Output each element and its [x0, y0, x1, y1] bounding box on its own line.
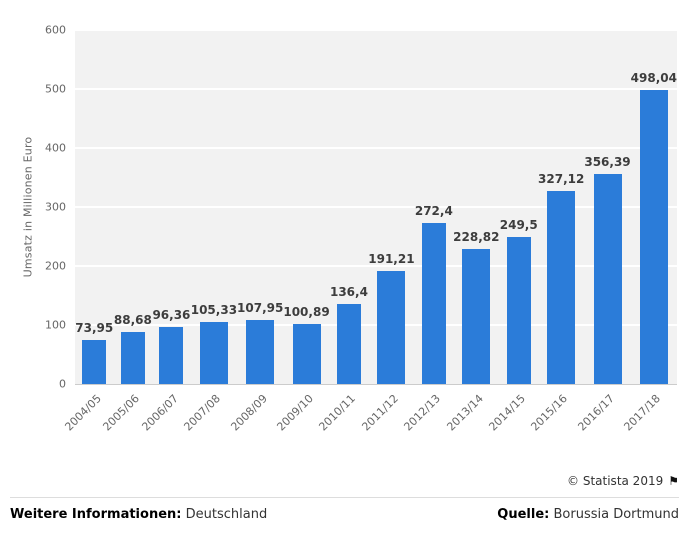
bar-group: 498,04 2017/18: [621, 30, 677, 433]
x-tick-label: 2011/12: [359, 392, 401, 434]
bar-group: 249,5 2014/15: [486, 30, 538, 434]
footer-divider: [10, 497, 679, 498]
bar[interactable]: [639, 90, 668, 384]
bar-group: 107,95 2008/09: [228, 30, 284, 433]
y-tick-label: 500: [45, 82, 66, 96]
bar-value-label: 191,21: [368, 252, 415, 267]
footer-row: Weitere Informationen: Deutschland Quell…: [10, 498, 679, 522]
bar-group: 356,39 2016/17: [575, 30, 631, 434]
bar-value-label: 498,04: [630, 71, 677, 86]
x-tick-label: 2006/07: [139, 392, 181, 434]
bar-value-label: 105,33: [190, 302, 238, 317]
bar[interactable]: [159, 327, 184, 384]
source-label: Quelle:: [497, 507, 550, 522]
more-information-label: Weitere Informationen:: [10, 507, 182, 522]
bar[interactable]: [462, 249, 491, 384]
bar[interactable]: [337, 303, 361, 384]
bar[interactable]: [292, 324, 321, 384]
chart-footer: © Statista 2019 ⚑ Weitere Informationen: …: [0, 474, 699, 522]
bar-group: 272,4 2012/13: [402, 30, 454, 433]
bar-group: 105,33 2007/08: [182, 30, 238, 434]
bar-value-label: 96,36: [152, 308, 191, 323]
bar[interactable]: [421, 223, 446, 384]
bar-group: 100,89 2009/10: [274, 30, 330, 433]
bar[interactable]: [506, 236, 531, 384]
more-information-link[interactable]: Deutschland: [185, 507, 268, 522]
x-tick-label: 2015/16: [528, 392, 571, 434]
bar-value-label: 107,95: [237, 301, 284, 316]
bar-value-label: 228,82: [453, 230, 500, 244]
flag-icon: ⚑: [668, 474, 679, 488]
bar[interactable]: [377, 271, 406, 384]
gridline: [75, 88, 677, 90]
bar[interactable]: [82, 340, 107, 384]
x-tick-label: 2009/10: [274, 392, 316, 434]
bar-value-label: 100,89: [283, 305, 330, 320]
bar[interactable]: [246, 320, 275, 384]
bar-value-label: 73,95: [75, 321, 114, 336]
bar-value-label: 136,4: [329, 284, 368, 299]
y-tick-label: 400: [45, 141, 66, 155]
bar[interactable]: [593, 173, 622, 384]
x-tick-label: 2007/08: [181, 392, 224, 434]
bar-value-label: 249,5: [499, 217, 538, 232]
x-tick-label: 2004/05: [61, 392, 104, 434]
more-information: Weitere Informationen: Deutschland: [10, 507, 267, 522]
x-tick-label: 2012/13: [401, 392, 444, 434]
x-tick-label: 2008/09: [227, 392, 270, 434]
y-tick-label: 300: [45, 200, 66, 214]
bar-value-label: 88,68: [113, 312, 152, 327]
y-axis-title: Umsatz in Millionen Euro: [21, 136, 35, 278]
y-tick-label: 600: [45, 23, 66, 37]
bar-group: 228,82 2013/14: [444, 30, 500, 434]
x-tick-label: 2013/14: [443, 392, 486, 434]
gridline: [75, 265, 677, 267]
gridline: [75, 147, 677, 149]
plot-area: 73,95 2004/05 88,68 2005/06 96,36 2006/07 105,…: [45, 24, 677, 434]
y-tick-label: 0: [59, 377, 66, 391]
source: Quelle: Borussia Dortmund: [497, 507, 679, 522]
bar-chart: Umsatz in Millionen Euro 73,95 2004/05 88,…: [21, 24, 677, 434]
x-tick-label: 2010/11: [316, 392, 359, 434]
bar[interactable]: [199, 321, 228, 384]
source-link[interactable]: Borussia Dortmund: [553, 507, 679, 522]
gridline: [75, 206, 677, 208]
bar-value-label: 356,39: [584, 154, 631, 169]
copyright-text: © Statista 2019: [567, 474, 664, 488]
bar-value-label: 327,12: [538, 172, 585, 186]
gridline: [75, 324, 677, 326]
x-tick-label: 2014/15: [486, 392, 528, 434]
bar[interactable]: [120, 331, 145, 384]
bar-group: 136,4 2010/11: [317, 30, 369, 434]
bars-row: 73,95 2004/05 88,68 2005/06 96,36 2006/07 105,…: [62, 30, 677, 434]
bar-group: 73,95 2004/05: [62, 30, 114, 433]
bar-group: 88,68 2005/06: [101, 30, 153, 434]
x-tick-label: 2005/06: [100, 392, 143, 434]
copyright-row: © Statista 2019 ⚑: [10, 474, 679, 488]
y-tick-label: 100: [45, 318, 66, 332]
bar[interactable]: [547, 191, 576, 384]
bar-group: 96,36 2006/07: [139, 30, 191, 433]
bar-value-label: 272,4: [414, 204, 453, 219]
x-tick-label: 2017/18: [621, 392, 664, 434]
bar-group: 327,12 2015/16: [529, 30, 585, 434]
gridline: [75, 29, 677, 31]
x-tick-label: 2016/17: [575, 392, 617, 434]
bar-group: 191,21 2011/12: [359, 30, 415, 433]
y-tick-label: 200: [45, 259, 66, 273]
